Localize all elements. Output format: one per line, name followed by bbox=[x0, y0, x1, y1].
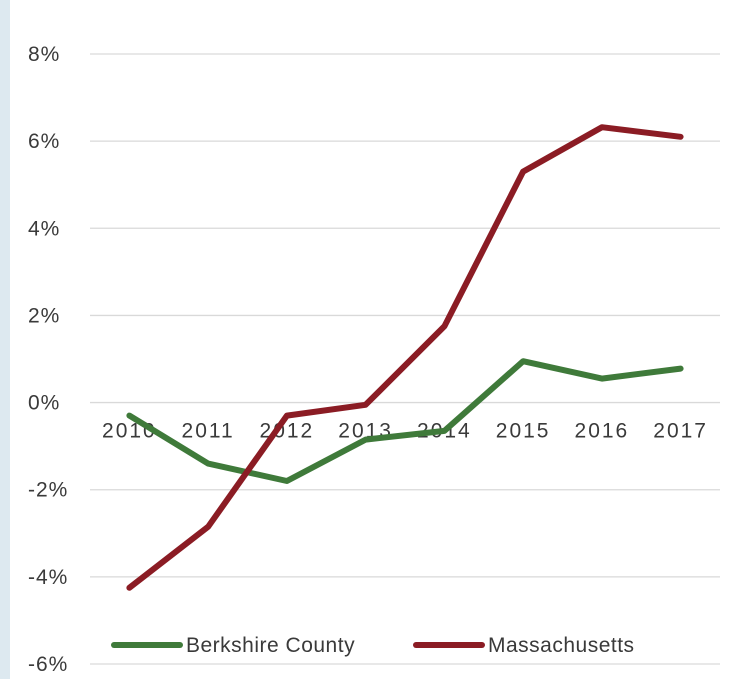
y-tick-label: 8% bbox=[28, 43, 60, 66]
y-tick-label: -6% bbox=[28, 653, 68, 676]
x-tick-label: 2017 bbox=[653, 420, 708, 443]
legend: Berkshire County Massachusetts bbox=[111, 634, 635, 657]
y-axis-ticks: 8% 6% 4% 2% 0% -2% -4% -6% bbox=[28, 43, 68, 676]
legend-label: Massachusetts bbox=[488, 634, 635, 657]
x-tick-label: 2010 bbox=[102, 420, 157, 443]
x-tick-label: 2011 bbox=[182, 420, 235, 443]
y-tick-label: 0% bbox=[28, 392, 60, 415]
y-tick-label: 4% bbox=[28, 217, 60, 240]
x-tick-label: 2015 bbox=[496, 420, 551, 443]
x-axis-ticks: 2010 2011 2012 2013 2014 2015 2016 2017 bbox=[102, 420, 708, 443]
line-chart: 8%6%4%2%0%-2%-4%-6% 2010 2011 2012 2013 2014… bbox=[28, 43, 720, 676]
gridlines bbox=[90, 53, 720, 665]
series-lines bbox=[126, 124, 684, 591]
x-tick-label: 2016 bbox=[575, 420, 630, 443]
y-tick-label: 6% bbox=[28, 130, 60, 153]
chart-panel: 8% 6% 4% 2% 0% -2% -4% -6% 2010 2011 2012 2013 2014… bbox=[10, 0, 733, 679]
series-line-berkshire-county bbox=[126, 358, 684, 484]
y-tick-label: 2% bbox=[28, 304, 60, 327]
y-tick-label: -4% bbox=[28, 566, 68, 589]
y-tick-label: -2% bbox=[28, 479, 68, 502]
series-line-massachusetts bbox=[126, 124, 684, 591]
legend-label: Berkshire County bbox=[186, 634, 355, 657]
